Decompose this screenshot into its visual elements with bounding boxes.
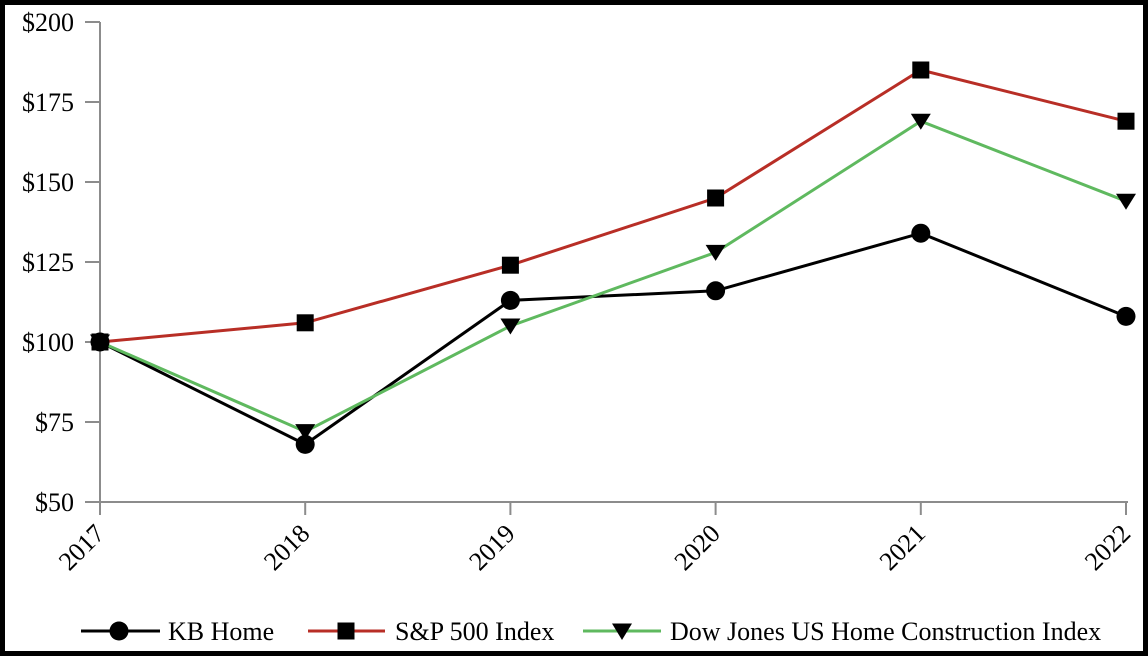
legend-item-dj-home-construction: Dow Jones US Home Construction Index [583,617,1101,646]
legend-item-kb-home: KB Home [81,617,274,646]
x-tick-label: 2017 [53,519,110,576]
marker-dow-jones-us-home-construction-index [500,318,521,335]
marker-kb-home [295,434,315,454]
marker-kb-home [90,332,110,352]
x-tick-label: 2022 [1079,519,1136,576]
marker-dow-jones-us-home-construction-index [705,244,726,261]
legend: KB Home S&P 500 Index Dow Jones US Home … [81,617,1101,646]
x-tick-label: 2018 [258,519,315,576]
series-line-dow-jones-us-home-construction-index [99,119,1127,434]
y-tick-label: $75 [35,408,74,437]
x-tick-label: 2021 [874,519,931,576]
legend-label-kb-home: KB Home [168,617,274,646]
marker-s-p-500-index [501,256,519,274]
y-tick-label: $200 [22,8,74,37]
marker-dow-jones-us-home-construction-index [910,113,931,130]
marker-kb-home [911,223,931,243]
circle-marker-icon [109,621,129,641]
marker-s-p-500-index [1117,112,1135,130]
y-tick-label: $175 [22,88,74,117]
marker-s-p-500-index [912,61,930,79]
legend-label-sp500: S&P 500 Index [395,617,554,646]
marker-s-p-500-index [296,314,314,332]
y-tick-label: $50 [35,488,74,517]
marker-dow-jones-us-home-construction-index [1116,193,1136,210]
marker-dow-jones-us-home-construction-index [295,424,316,441]
y-tick-label: $100 [22,328,74,357]
marker-kb-home [706,281,726,301]
marker-s-p-500-index [707,189,725,207]
legend-item-sp500: S&P 500 Index [308,617,554,646]
marker-kb-home [500,290,520,310]
y-tick-label: $125 [22,248,74,277]
x-tick-label: 2020 [669,519,726,576]
y-tick-label: $150 [22,168,74,197]
legend-label-dj-home-construction: Dow Jones US Home Construction Index [670,617,1101,646]
marker-kb-home [1116,306,1136,326]
x-tick-label: 2019 [463,519,520,576]
square-marker-icon [337,622,355,640]
series-line-kb-home [99,231,1127,447]
series-line-s-p-500-index [99,68,1127,344]
triangle-down-marker-icon [612,623,632,640]
